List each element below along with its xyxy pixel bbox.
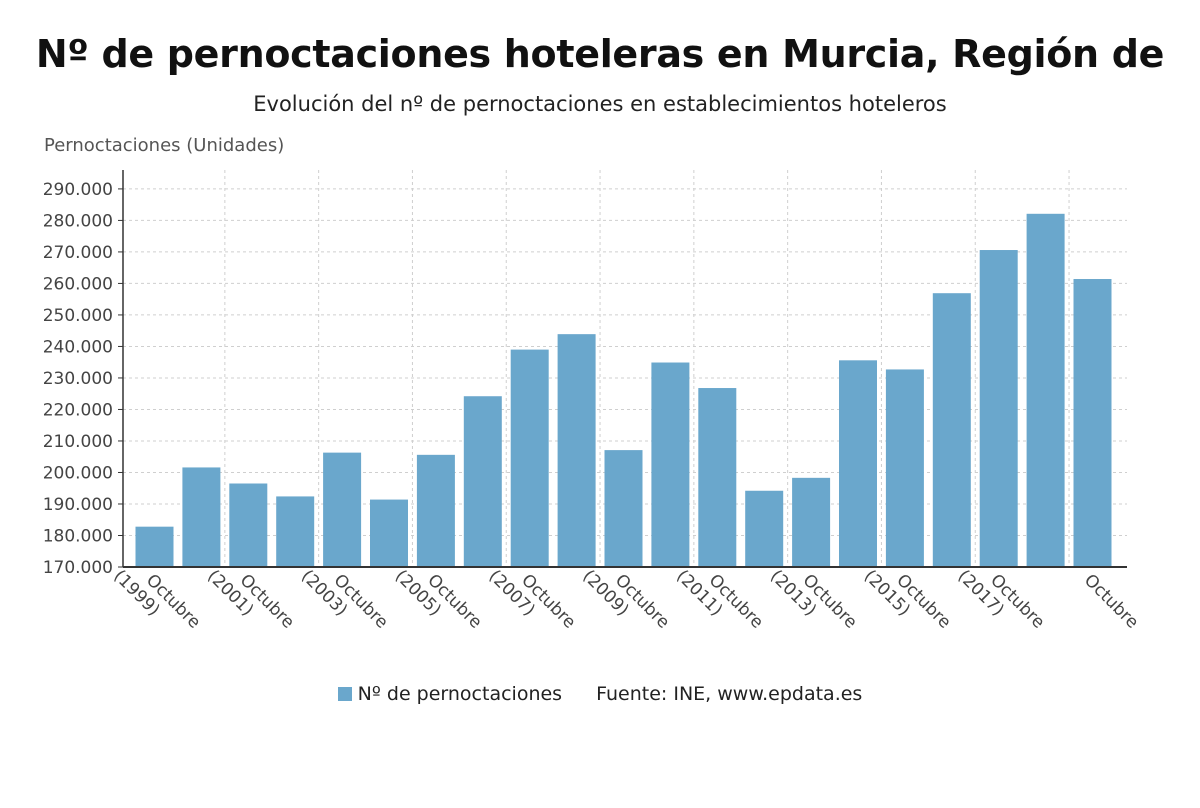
x-tick-label-line1: Octubre xyxy=(1080,570,1142,632)
bar xyxy=(370,499,408,567)
source-note: Fuente: INE, www.epdata.es xyxy=(596,683,863,705)
bar xyxy=(604,450,643,567)
bar xyxy=(182,467,221,567)
y-axis-title: Pernoctaciones (Unidades) xyxy=(44,135,284,156)
y-tick-label: 180.000 xyxy=(43,526,113,546)
chart-subtitle: Evolución del nº de pernoctaciones en es… xyxy=(253,92,947,116)
bar xyxy=(463,396,502,567)
bar xyxy=(510,349,549,567)
legend-swatch xyxy=(337,687,352,701)
y-tick-label: 240.000 xyxy=(43,337,113,357)
legend: Nº de pernoctaciones Fuente: INE, www.epd… xyxy=(0,683,1200,705)
bar xyxy=(651,362,690,567)
bar xyxy=(792,477,831,567)
y-tick-label: 270.000 xyxy=(43,243,113,263)
bar xyxy=(557,334,596,567)
bar xyxy=(276,496,315,567)
legend-series-label: Nº de pernoctaciones xyxy=(357,683,563,705)
bars xyxy=(135,213,1112,568)
y-tick-label: 210.000 xyxy=(43,432,113,452)
bar xyxy=(745,490,784,567)
bar xyxy=(135,526,174,567)
bar xyxy=(932,293,971,567)
y-tick-label: 190.000 xyxy=(43,495,113,515)
bar-chart: Pernoctaciones (Unidades) 170.000 180.000… xyxy=(43,135,1143,633)
y-tick-label: 280.000 xyxy=(43,211,113,231)
y-tick-label: 170.000 xyxy=(43,558,113,578)
x-tick-label: Octubre xyxy=(1080,570,1142,632)
bar xyxy=(229,483,268,567)
bar xyxy=(698,388,737,567)
y-tick-labels: 170.000 180.000 190.000 200.000 210.000 220.0… xyxy=(43,180,113,578)
bar xyxy=(1026,213,1065,568)
bar xyxy=(1073,279,1112,567)
bar xyxy=(323,452,362,567)
y-tick-label: 250.000 xyxy=(43,306,113,326)
bar xyxy=(839,360,877,567)
y-tick-label: 200.000 xyxy=(43,463,113,483)
y-tick-label: 220.000 xyxy=(43,400,113,420)
chart-title: Nº de pernoctaciones hoteleras en Murcia… xyxy=(35,32,1165,76)
bar xyxy=(885,369,924,567)
y-tick-label: 290.000 xyxy=(43,180,113,200)
bar xyxy=(979,250,1018,567)
axes xyxy=(118,170,1127,568)
y-tick-label: 230.000 xyxy=(43,369,113,389)
bar xyxy=(416,454,455,567)
y-tick-label: 260.000 xyxy=(43,274,113,294)
